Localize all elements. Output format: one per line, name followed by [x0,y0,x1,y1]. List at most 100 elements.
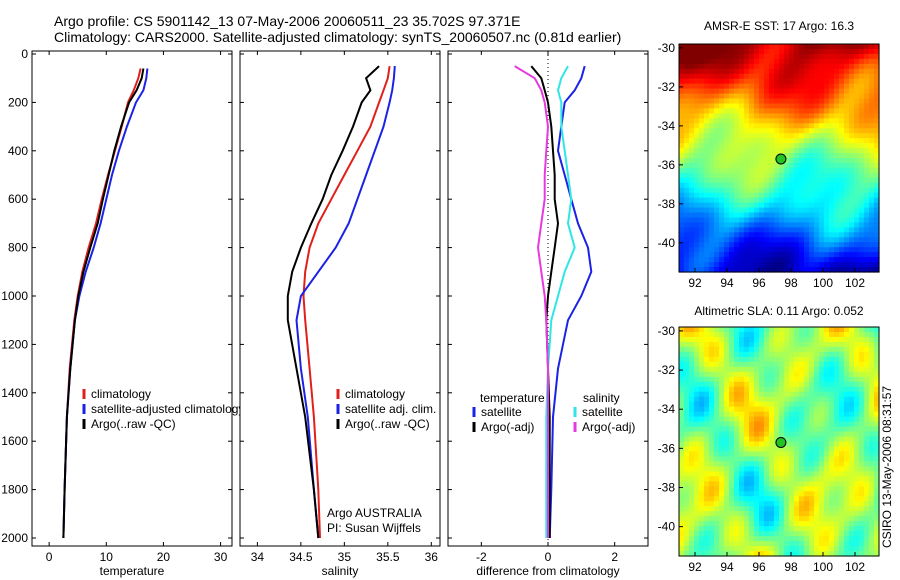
heatmap-cell [724,182,730,189]
heatmap-cell [714,511,720,517]
heatmap-cell [789,376,795,383]
y-tick-label: 1400 [1,386,28,400]
heatmap-cell [844,516,850,522]
heatmap-cell [809,158,815,164]
heatmap-cell [874,541,880,547]
heatmap-cell [779,341,785,348]
heatmap-cell [824,531,830,537]
heatmap-cell [804,247,810,253]
heatmap-cell [724,222,730,228]
heatmap-cell [854,441,860,448]
heatmap-cell [679,436,685,443]
heatmap-cell [779,401,785,408]
heatmap-cell [824,546,830,552]
heatmap-cell [709,172,715,179]
heatmap-cell [844,242,850,248]
heatmap-cell [769,172,775,179]
heatmap-cell [874,202,880,209]
heatmap-cell [784,187,790,194]
heatmap-cell [754,421,760,428]
heatmap-cell [819,252,825,258]
heatmap-cell [844,113,850,119]
heatmap-cell [819,551,825,557]
heatmap-cell [684,476,690,482]
heatmap-cell [734,88,740,95]
heatmap-cell [769,516,775,522]
heatmap-cell [809,541,815,547]
heatmap-cell [869,466,875,472]
heatmap-cell [714,431,720,438]
heatmap-cell [769,242,775,248]
heatmap-cell [814,486,820,492]
legend-label: Argo(..raw -QC) [91,417,176,431]
heatmap-cell [864,331,870,338]
heatmap-cell [759,436,765,443]
heatmap-cell [729,541,735,547]
y-tick-label: -38 [658,197,676,211]
heatmap-cell [709,63,715,70]
heatmap-cell [679,143,685,149]
heatmap-cell [769,113,775,119]
heatmap-cell [699,526,705,532]
heatmap-cell [709,476,715,482]
heatmap-cell [824,93,830,100]
heatmap-cell [759,531,765,537]
heatmap-cell [784,531,790,537]
heatmap-cell [679,252,685,258]
heatmap-cell [769,257,775,263]
heatmap-cell [854,516,860,522]
heatmap-cell [849,44,855,50]
heatmap-cell [679,197,685,204]
heatmap-cell [709,44,715,50]
heatmap-cell [804,486,810,492]
heatmap-cell [834,227,840,233]
heatmap-cell [694,68,700,75]
heatmap-cell [779,63,785,70]
heatmap-cell [714,426,720,433]
heatmap-cell [794,491,800,497]
heatmap-cell [814,212,820,219]
heatmap-cell [694,48,700,55]
heatmap-cell [729,491,735,497]
heatmap-cell [789,93,795,100]
heatmap-cell [679,446,685,453]
x-tick-label: 102 [845,560,865,574]
heatmap-cell [874,113,880,119]
heatmap-cell [839,128,845,134]
heatmap-cell [754,331,760,338]
heatmap-cell [724,341,730,348]
heatmap-cell [859,148,865,154]
heatmap-cell [824,411,830,418]
heatmap-cell [724,192,730,199]
heatmap-cell [739,376,745,383]
heatmap-cell [714,217,720,224]
heatmap-cell [809,461,815,467]
heatmap-cell [859,58,865,65]
heatmap-cell [819,411,825,418]
heatmap-cell [854,172,860,179]
heatmap-cell [874,501,880,507]
heatmap-cell [864,471,870,477]
y-tick-label: 800 [8,241,28,255]
heatmap-cell [699,123,705,129]
heatmap-cell [854,143,860,149]
heatmap-cell [829,501,835,507]
heatmap-cell [869,401,875,408]
heatmap-cell [739,78,745,85]
heatmap-cell [724,476,730,482]
heatmap-cell [854,202,860,209]
heatmap-cell [734,496,740,502]
heatmap-cell [819,93,825,100]
heatmap-cell [774,491,780,497]
heatmap-cell [714,212,720,219]
heatmap-cell [774,331,780,338]
heatmap-cell [784,511,790,517]
heatmap-cell [809,148,815,154]
heatmap-cell [854,541,860,547]
heatmap-cell [759,511,765,517]
heatmap-cell [779,406,785,413]
heatmap-cell [799,466,805,472]
heatmap-cell [689,123,695,129]
heatmap-cell [834,247,840,253]
heatmap-cell [819,113,825,119]
